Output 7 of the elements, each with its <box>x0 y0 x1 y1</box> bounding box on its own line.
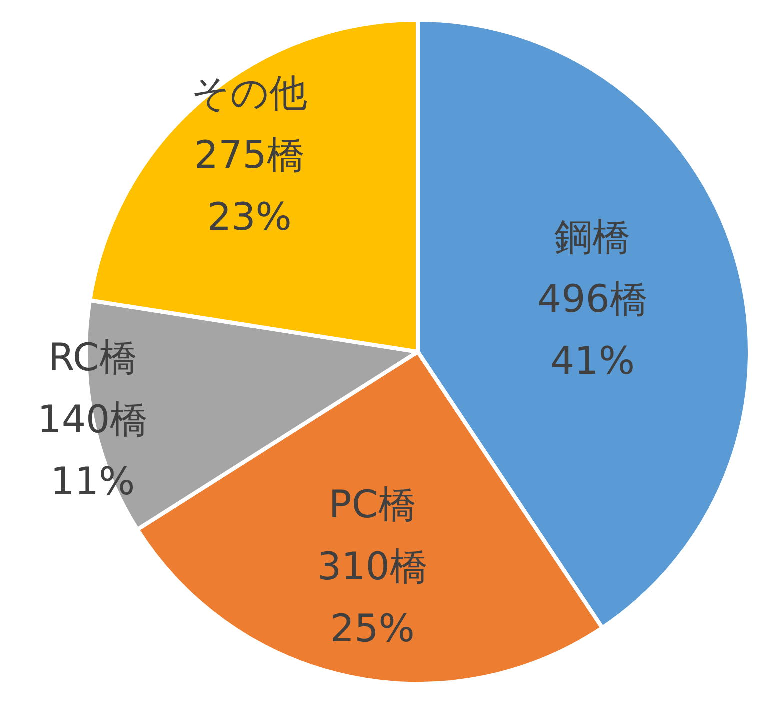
slice-label: PC橋 <box>328 482 416 526</box>
data-label: 275橋 23% <box>194 133 305 240</box>
slice-label: 鋼橋 <box>554 214 631 259</box>
data-label: 140橋 11% <box>38 397 148 504</box>
data-label: 310橋 25% <box>317 544 428 650</box>
data-label: 496橋 41% <box>537 276 648 383</box>
slice-label: RC橋 <box>48 335 138 380</box>
